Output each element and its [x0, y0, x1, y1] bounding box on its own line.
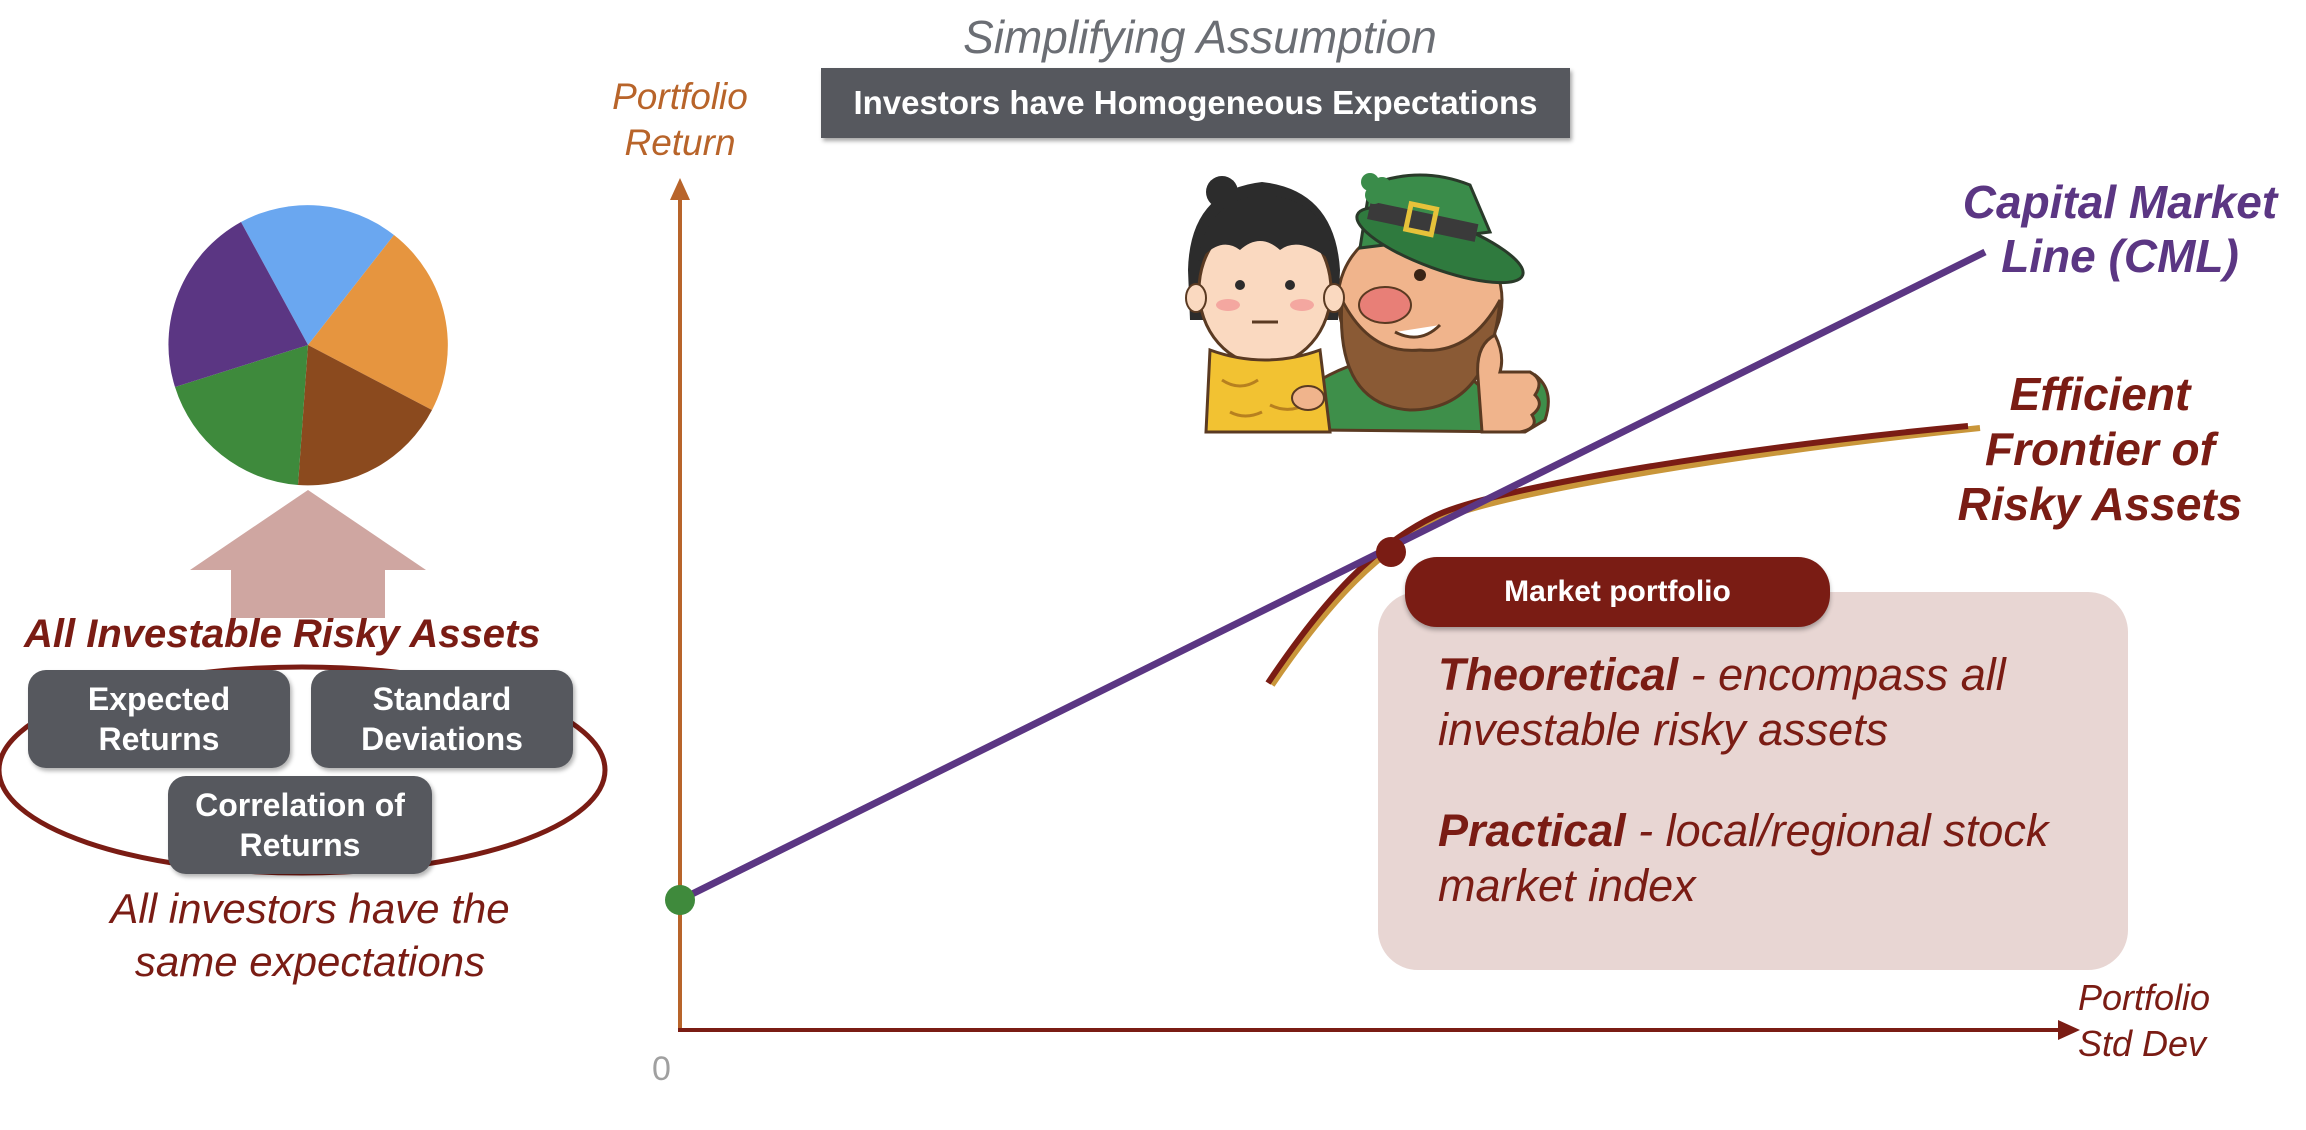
pie-slice-brown — [298, 345, 432, 486]
expected-returns-line2: Returns — [98, 721, 220, 757]
market-portfolio-point — [1376, 537, 1406, 567]
girl-and-leprechaun-illustration — [1185, 173, 1550, 434]
x-axis-label: Portfolio Std Dev — [2078, 975, 2278, 1067]
slide-subtitle: Simplifying Assumption — [963, 11, 1437, 63]
homogeneous-caption: All investors have the same expectations — [40, 882, 580, 988]
pie-slice-blue — [241, 205, 394, 345]
practical-desc-line2: market index — [1438, 860, 1696, 911]
y-axis-arrowhead — [670, 178, 690, 200]
assumption-banner: Investors have Homogeneous Expectations — [821, 68, 1570, 138]
practical-label: Practical — [1438, 805, 1626, 856]
pie-slice-purple — [168, 222, 308, 387]
practical-desc: - local/regional stock — [1625, 805, 2049, 856]
cml-label-line1: Capital Market — [1962, 176, 2278, 228]
market-portfolio-info-box — [1378, 592, 2128, 970]
caption-line2: same expectations — [134, 938, 486, 985]
correlation-line1: Correlation of — [195, 787, 405, 823]
standard-deviations-box: Standard Deviations — [311, 670, 573, 768]
ef-label-line3: Risky Assets — [1957, 478, 2243, 530]
standard-deviations-line1: Standard — [372, 681, 512, 717]
expected-returns-line1: Expected — [87, 681, 231, 717]
pie-slice-green — [175, 345, 308, 485]
correlation-box: Correlation of Returns — [168, 776, 432, 874]
y-axis-label-line1: Portfolio — [612, 76, 748, 117]
cml-label-line2: Line (CML) — [2001, 230, 2239, 282]
market-portfolio-pill: Market portfolio — [1405, 557, 1830, 627]
cml-label: Capital Market Line (CML) — [1940, 175, 2300, 283]
theoretical-label: Theoretical — [1438, 649, 1679, 700]
efficient-frontier-label: Efficient Frontier of Risky Assets — [1930, 367, 2270, 532]
correlation-line2: Returns — [239, 827, 361, 863]
origin-label: 0 — [652, 1050, 671, 1088]
pie-slice-orange — [308, 235, 448, 410]
standard-deviations-line2: Deviations — [361, 721, 523, 757]
y-axis-label-line2: Return — [624, 122, 736, 163]
practical-text: Practical - local/regional stock market … — [1438, 803, 2118, 913]
risk-free-point — [665, 885, 695, 915]
risky-assets-title: All Investable Risky Assets — [24, 612, 541, 656]
capital-market-line — [678, 248, 1987, 904]
caption-line1: All investors have the — [110, 885, 510, 932]
x-axis-label-line2: Std Dev — [2078, 1023, 2207, 1064]
asset-pie-icon — [168, 205, 448, 486]
ef-label-line2: Frontier of — [1985, 423, 2215, 475]
theoretical-desc: - encompass all — [1678, 649, 2006, 700]
y-axis-label: Portfolio Return — [590, 74, 770, 166]
theoretical-desc-line2: investable risky assets — [1438, 704, 1889, 755]
theoretical-text: Theoretical - encompass all investable r… — [1438, 647, 2118, 757]
efficient-frontier-curve — [1265, 423, 1969, 685]
x-axis-label-line1: Portfolio — [2078, 977, 2211, 1018]
ef-label-line1: Efficient — [2009, 368, 2191, 420]
up-arrow-icon — [190, 490, 426, 618]
x-axis-arrowhead — [2058, 1020, 2080, 1040]
expected-returns-box: Expected Returns — [28, 670, 290, 768]
